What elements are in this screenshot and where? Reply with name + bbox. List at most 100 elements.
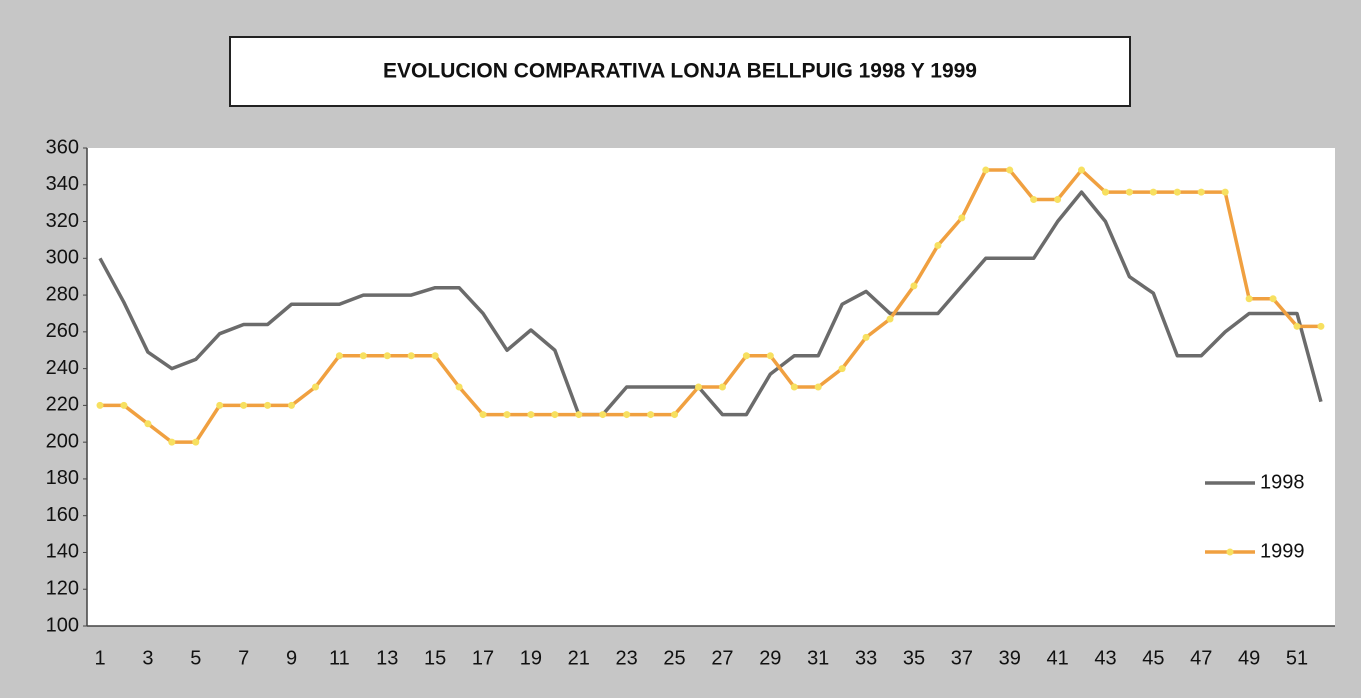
series-marker	[383, 352, 391, 360]
series-marker	[359, 352, 367, 360]
x-tick-label: 3	[142, 647, 153, 669]
x-tick-label: 47	[1190, 647, 1212, 669]
y-tick-label: 200	[46, 430, 79, 452]
x-tick-label: 9	[286, 647, 297, 669]
series-marker	[623, 411, 631, 419]
x-tick-label: 13	[376, 647, 398, 669]
x-tick-label: 23	[616, 647, 638, 669]
series-marker	[479, 411, 487, 419]
series-marker	[1149, 188, 1157, 196]
series-marker	[766, 352, 774, 360]
series-marker	[718, 383, 726, 391]
y-tick-label: 340	[46, 173, 79, 195]
y-tick-label: 220	[46, 394, 79, 416]
series-marker	[695, 383, 702, 391]
series-marker	[96, 401, 104, 409]
series-marker	[120, 401, 128, 409]
x-tick-label: 19	[520, 647, 542, 669]
series-marker	[1245, 295, 1253, 303]
x-tick-label: 41	[1046, 647, 1068, 669]
series-marker	[264, 401, 272, 409]
x-tick-label: 21	[568, 647, 590, 669]
y-tick-label: 180	[46, 467, 79, 489]
x-tick-label: 45	[1142, 647, 1164, 669]
series-marker	[551, 411, 559, 419]
series-marker	[958, 214, 966, 222]
series-marker	[1125, 188, 1133, 196]
y-tick-label: 120	[46, 578, 79, 600]
x-tick-label: 43	[1094, 647, 1116, 669]
x-tick-label: 15	[424, 647, 446, 669]
series-marker	[1030, 195, 1038, 203]
legend-marker	[1226, 548, 1234, 556]
x-tick-label: 33	[855, 647, 877, 669]
x-tick-label: 31	[807, 647, 829, 669]
series-marker	[599, 411, 607, 419]
y-tick-label: 300	[46, 247, 79, 269]
x-tick-label: 37	[951, 647, 973, 669]
series-marker	[527, 411, 535, 419]
series-marker	[647, 411, 655, 419]
series-marker	[192, 438, 200, 446]
series-marker	[240, 401, 248, 409]
legend-label: 1998	[1260, 471, 1305, 493]
series-marker	[1101, 188, 1109, 196]
series-marker	[144, 420, 152, 428]
series-marker	[1197, 188, 1205, 196]
legend-label: 1999	[1260, 540, 1305, 562]
title-box	[229, 36, 1131, 107]
series-marker	[503, 411, 511, 419]
x-tick-label: 5	[190, 647, 201, 669]
y-tick-label: 240	[46, 357, 79, 379]
series-line	[100, 168, 1321, 444]
series-marker	[742, 352, 750, 360]
series-marker	[934, 241, 942, 249]
x-tick-label: 35	[903, 647, 925, 669]
series-marker	[1317, 322, 1325, 330]
series-marker	[862, 333, 870, 341]
series-marker	[1269, 295, 1277, 303]
x-tick-label: 11	[329, 647, 350, 669]
x-tick-label: 17	[472, 647, 494, 669]
series-marker	[838, 365, 846, 373]
x-tick-label: 27	[711, 647, 733, 669]
series-marker	[216, 401, 224, 409]
series-marker	[407, 352, 415, 360]
series-marker	[455, 383, 463, 391]
y-tick-label: 100	[46, 614, 79, 636]
y-tick-label: 360	[46, 136, 79, 158]
chart-title: EVOLUCION COMPARATIVA LONJA BELLPUIG 199…	[383, 60, 977, 83]
x-tick-label: 7	[238, 647, 249, 669]
series-marker	[886, 315, 894, 323]
series-marker	[671, 411, 679, 419]
series-marker	[431, 352, 439, 360]
series-marker	[168, 438, 176, 446]
series-marker	[1173, 188, 1181, 196]
series-marker	[311, 383, 319, 391]
y-tick-label: 320	[46, 210, 79, 232]
x-tick-label: 25	[663, 647, 685, 669]
x-tick-label: 49	[1238, 647, 1260, 669]
series-marker	[1293, 322, 1301, 330]
series-line	[98, 190, 1323, 417]
series-marker	[910, 282, 918, 290]
x-tick-label: 1	[94, 647, 105, 669]
series-marker	[790, 383, 798, 391]
y-tick-label: 160	[46, 504, 79, 526]
series-marker	[335, 352, 343, 360]
series-marker	[575, 411, 583, 419]
x-tick-label: 51	[1286, 647, 1308, 669]
x-tick-label: 39	[999, 647, 1021, 669]
series-marker	[1078, 166, 1086, 174]
series-marker	[288, 401, 296, 409]
series-marker	[1221, 188, 1229, 196]
series-marker	[814, 383, 822, 391]
y-tick-label: 260	[46, 320, 79, 342]
series-marker	[1006, 166, 1014, 174]
y-tick-label: 140	[46, 541, 79, 563]
y-tick-label: 280	[46, 283, 79, 305]
series-marker	[1054, 195, 1062, 203]
x-tick-label: 29	[759, 647, 781, 669]
